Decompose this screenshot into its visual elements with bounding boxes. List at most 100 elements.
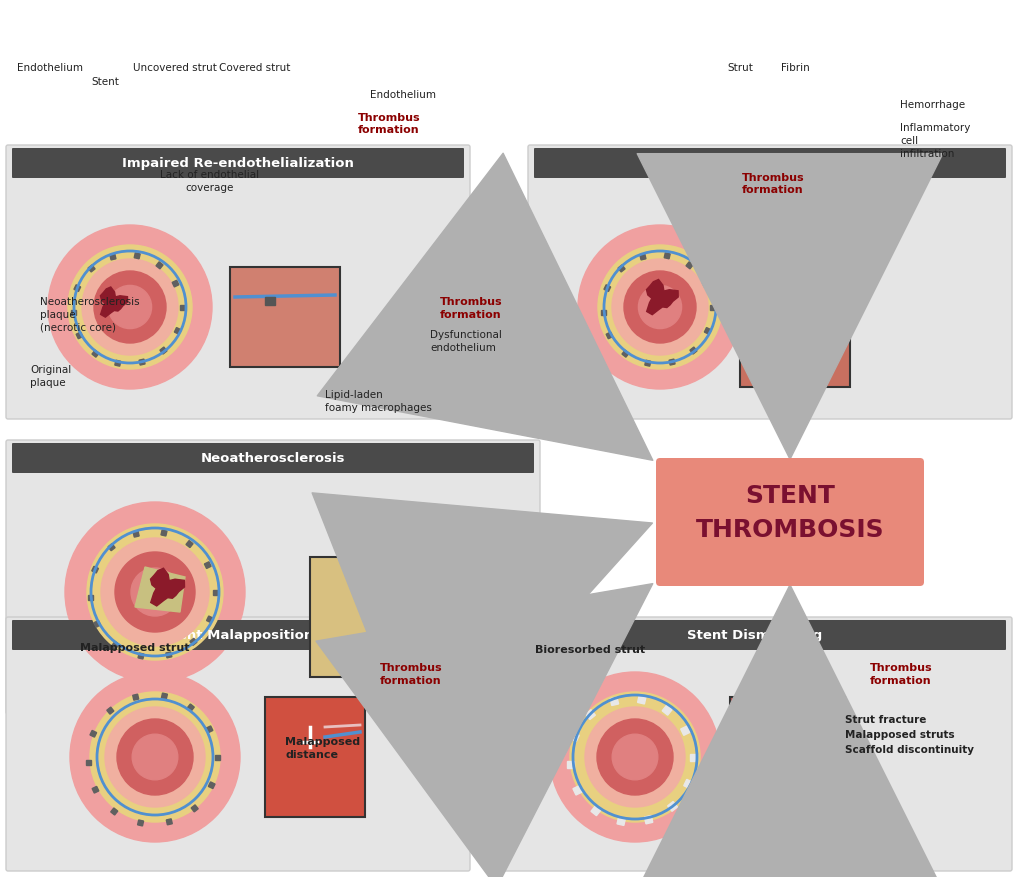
FancyBboxPatch shape: [504, 620, 1006, 650]
Text: formation: formation: [440, 310, 502, 319]
Polygon shape: [271, 315, 303, 350]
Text: Endothelium: Endothelium: [17, 63, 83, 73]
Bar: [133, 695, 138, 701]
Bar: [800, 729, 818, 738]
Circle shape: [570, 692, 700, 822]
Bar: [586, 709, 595, 720]
Bar: [161, 531, 167, 537]
Bar: [92, 567, 98, 574]
Bar: [208, 782, 215, 788]
Polygon shape: [360, 577, 406, 628]
Circle shape: [105, 707, 205, 807]
Bar: [230, 267, 340, 367]
Circle shape: [87, 524, 223, 660]
Text: Lipid-laden: Lipid-laden: [325, 389, 383, 400]
FancyBboxPatch shape: [6, 617, 470, 871]
Text: Hypersensitivity Reactions: Hypersensitivity Reactions: [670, 157, 870, 170]
FancyBboxPatch shape: [528, 146, 1012, 419]
Bar: [85, 759, 90, 765]
Bar: [87, 595, 92, 600]
Bar: [112, 642, 119, 649]
Text: Thrombus: Thrombus: [358, 113, 421, 123]
FancyBboxPatch shape: [12, 149, 464, 179]
Circle shape: [598, 246, 722, 369]
Text: Uncovered strut: Uncovered strut: [133, 63, 217, 73]
Bar: [205, 562, 211, 569]
Bar: [74, 285, 81, 292]
Text: Thrombus: Thrombus: [380, 662, 442, 673]
Text: Bioresorbed strut: Bioresorbed strut: [535, 645, 645, 654]
Text: Dysfunctional: Dysfunctional: [430, 330, 502, 339]
Bar: [730, 697, 845, 807]
Text: formation: formation: [380, 675, 441, 685]
FancyBboxPatch shape: [12, 620, 464, 650]
Text: Strut fracture: Strut fracture: [845, 714, 927, 724]
Bar: [640, 254, 646, 260]
Bar: [166, 652, 172, 658]
Text: Stent: Stent: [91, 77, 119, 87]
Bar: [92, 787, 98, 793]
Bar: [591, 806, 601, 816]
Bar: [213, 590, 217, 595]
Circle shape: [65, 503, 245, 682]
Bar: [156, 262, 163, 269]
Circle shape: [117, 719, 193, 795]
Bar: [206, 726, 213, 733]
Circle shape: [612, 260, 708, 355]
Bar: [110, 254, 116, 260]
Bar: [172, 281, 179, 288]
Bar: [137, 820, 143, 826]
Bar: [109, 544, 115, 551]
Circle shape: [48, 225, 212, 389]
Bar: [265, 297, 275, 306]
Text: endothelium: endothelium: [430, 343, 496, 353]
Text: Covered strut: Covered strut: [219, 63, 291, 73]
Bar: [189, 638, 197, 645]
Text: Thrombus: Thrombus: [742, 173, 805, 182]
Polygon shape: [646, 280, 678, 316]
Circle shape: [132, 734, 178, 780]
Bar: [645, 360, 651, 367]
Text: Inflammatory: Inflammatory: [900, 123, 971, 132]
Text: Scaffold discontinuity: Scaffold discontinuity: [845, 745, 974, 754]
Bar: [702, 281, 709, 288]
Text: coverage: coverage: [185, 182, 234, 193]
Bar: [610, 697, 618, 706]
Text: STENT
THROMBOSIS: STENT THROMBOSIS: [695, 484, 885, 541]
Bar: [665, 253, 670, 260]
Text: distance: distance: [285, 749, 338, 759]
Bar: [638, 695, 646, 704]
Bar: [214, 754, 219, 759]
Circle shape: [638, 286, 682, 329]
Bar: [310, 558, 425, 677]
Polygon shape: [780, 294, 814, 332]
Bar: [133, 531, 139, 538]
FancyBboxPatch shape: [12, 444, 534, 474]
Bar: [686, 262, 693, 269]
Bar: [207, 617, 213, 623]
Circle shape: [101, 538, 209, 646]
Circle shape: [585, 707, 685, 807]
Text: Fibrin: Fibrin: [780, 63, 809, 73]
Bar: [160, 347, 167, 354]
Text: infiltration: infiltration: [900, 149, 954, 159]
Bar: [606, 332, 612, 339]
Circle shape: [550, 673, 720, 842]
Text: formation: formation: [358, 125, 420, 135]
Text: Impaired Re-endothelialization: Impaired Re-endothelialization: [122, 157, 354, 170]
Bar: [604, 285, 610, 292]
Bar: [705, 328, 711, 335]
Circle shape: [70, 673, 240, 842]
Bar: [740, 278, 850, 388]
Bar: [191, 805, 199, 812]
Bar: [663, 705, 672, 716]
Bar: [90, 731, 96, 738]
Circle shape: [578, 225, 742, 389]
Bar: [644, 816, 652, 824]
Bar: [690, 347, 697, 354]
Bar: [617, 817, 626, 825]
Text: plaque: plaque: [40, 310, 76, 319]
Bar: [187, 704, 195, 711]
Text: Stent Malapposition: Stent Malapposition: [163, 629, 313, 642]
Bar: [800, 749, 818, 757]
